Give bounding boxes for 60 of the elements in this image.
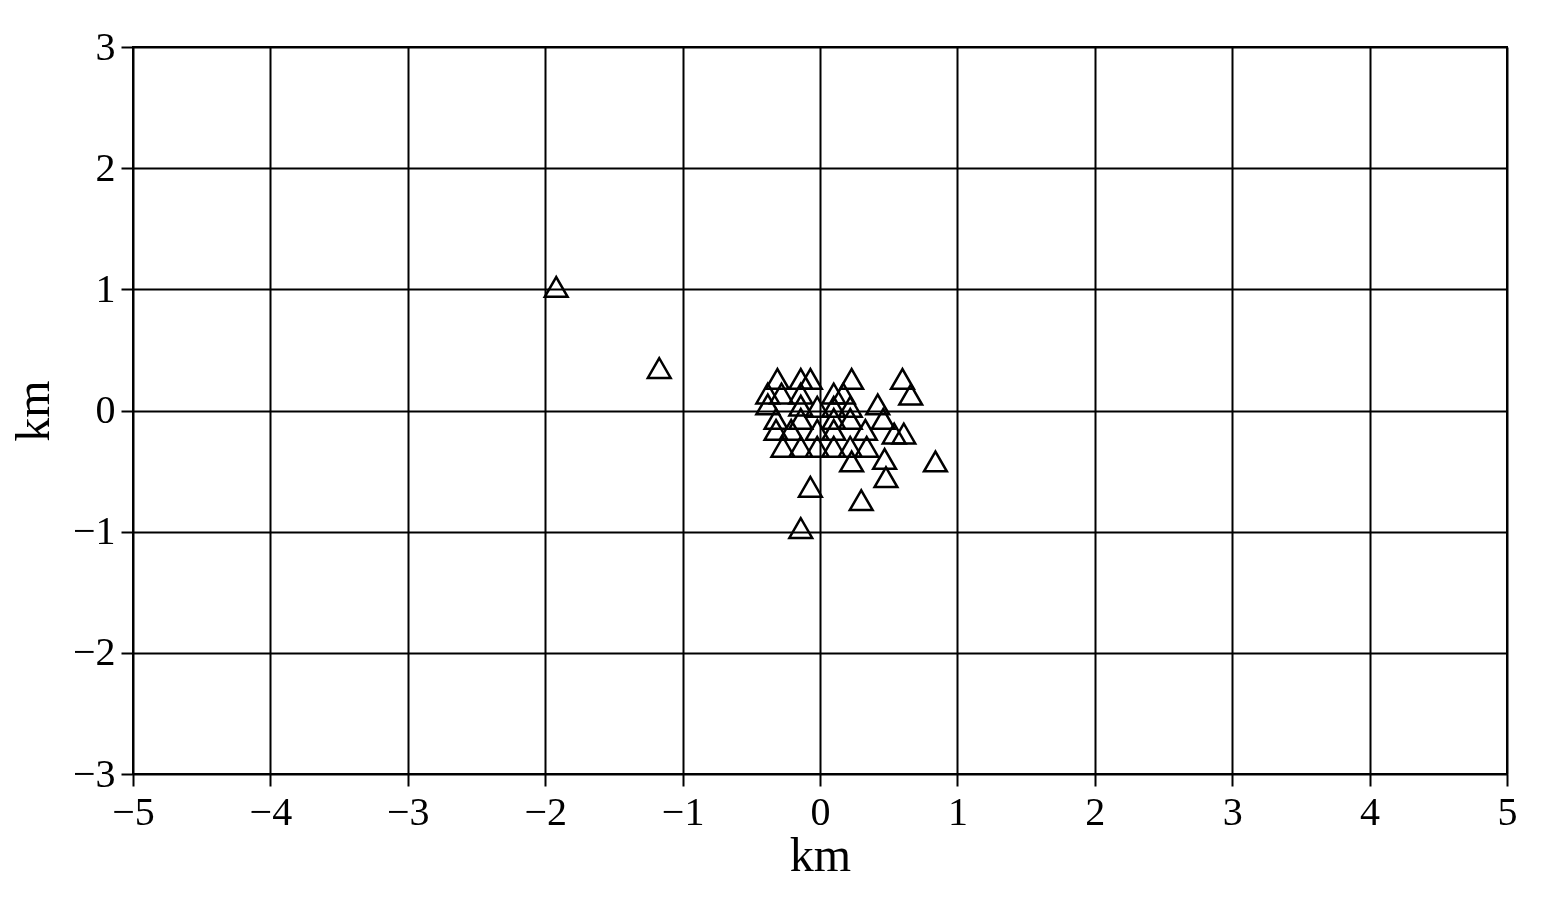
point [788,435,814,458]
x-tick-label: −3 [387,788,430,834]
point [764,367,791,391]
point [837,407,863,431]
y-tick-label: 3 [95,23,116,69]
point [871,447,898,471]
point [804,418,830,442]
point [889,367,916,391]
point [770,435,796,458]
y-axis-title: km [5,380,59,442]
point [854,435,880,458]
point [873,466,899,489]
point [821,395,847,418]
x-tick-label: 1 [947,788,968,834]
x-tick-label: −1 [661,788,705,834]
point [797,475,824,498]
point [763,418,789,442]
point [778,418,804,442]
y-tick-label: −2 [72,629,116,675]
point [838,367,865,391]
x-tick-label: −4 [249,788,293,834]
x-tick-label: 3 [1222,788,1243,834]
point [848,489,874,512]
point [852,418,878,442]
point [891,422,917,445]
x-tick-label: −2 [524,788,567,834]
point [881,422,907,445]
point [898,383,924,406]
y-tick-label: −1 [72,508,116,554]
point [788,407,814,431]
point [821,435,847,458]
point [865,393,891,416]
point [821,382,847,405]
y-tick-label: 2 [95,144,116,190]
point [922,450,949,473]
point [755,382,781,405]
point [837,435,863,458]
x-tick-label: 5 [1497,788,1518,834]
point [543,275,569,299]
point [763,407,789,431]
point [755,393,781,416]
x-tick-label: 2 [1085,788,1106,834]
point [821,407,847,431]
point [838,450,865,473]
point [788,394,814,417]
point [788,367,814,391]
point [804,435,830,458]
point [788,516,814,540]
x-tick-label: 4 [1360,788,1381,834]
point [788,382,814,405]
y-tick-label: 1 [95,265,116,311]
point [837,395,863,418]
point [821,418,847,442]
y-tick-label: 0 [95,387,116,432]
point [830,382,857,405]
point [870,407,896,431]
point [768,382,795,405]
point [797,367,824,391]
point [646,356,672,380]
point [804,395,830,418]
